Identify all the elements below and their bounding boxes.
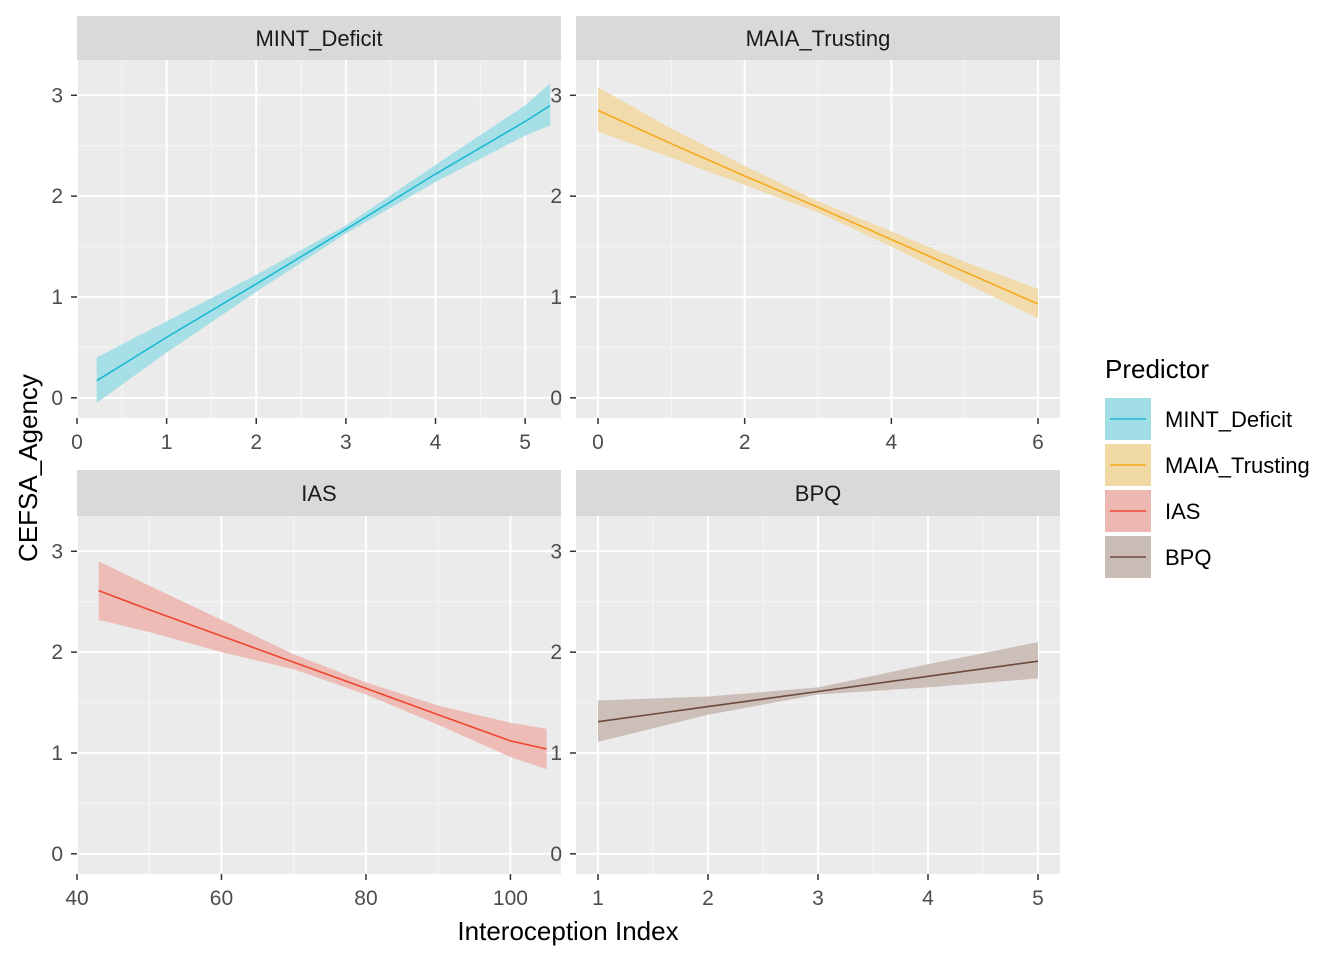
panel-maia-trusting: MAIA_Trusting 0 2 4 6 0 1 2 3 [550, 16, 1060, 454]
legend-item-bpq: BPQ [1105, 536, 1211, 578]
legend-label-maia-trusting: MAIA_Trusting [1165, 453, 1310, 478]
x-tick-label: 0 [71, 431, 83, 454]
legend: Predictor MINT_Deficit MAIA_Trusting IAS BP… [1105, 354, 1310, 578]
x-tick-label: 1 [592, 887, 604, 910]
legend-item-ias: IAS [1105, 490, 1200, 532]
y-tick-label: 0 [51, 387, 63, 410]
x-tick-label: 40 [65, 887, 88, 910]
x-tick-label: 5 [1032, 887, 1044, 910]
panel-ias: IAS 40 60 80 100 0 1 2 3 [51, 470, 561, 910]
y-tick-label: 0 [550, 843, 562, 866]
strip-label-maia-trusting: MAIA_Trusting [746, 26, 891, 51]
x-axis-title: Interoception Index [457, 916, 678, 946]
x-tick-label: 1 [161, 431, 173, 454]
x-tick-label: 5 [519, 431, 531, 454]
series-line-bpq [597, 660, 1039, 723]
y-tick-label: 1 [550, 742, 562, 765]
legend-item-mint-deficit: MINT_Deficit [1105, 398, 1292, 440]
x-tick-label: 100 [493, 887, 528, 910]
x-tick-label: 4 [430, 431, 442, 454]
y-tick-label: 2 [550, 641, 562, 664]
strip-maia-trusting [576, 16, 1060, 60]
y-tick-label: 3 [51, 540, 63, 563]
legend-title: Predictor [1105, 354, 1209, 384]
series-line-maia-trusting [597, 109, 1039, 305]
series-line-ias [98, 589, 547, 750]
y-tick-label: 0 [550, 387, 562, 410]
x-tick-label: 0 [592, 431, 604, 454]
x-tick-label: 4 [922, 887, 934, 910]
x-tick-label: 60 [210, 887, 233, 910]
series-line-mint-deficit [96, 104, 551, 382]
panel-background-ias [77, 516, 561, 874]
legend-item-maia-trusting: MAIA_Trusting [1105, 444, 1310, 486]
strip-mint-deficit [77, 16, 561, 60]
legend-label-bpq: BPQ [1165, 545, 1211, 570]
y-axis-title: CEFSA_Agency [13, 374, 43, 562]
x-tick-label: 3 [340, 431, 352, 454]
y-tick-label: 3 [550, 84, 562, 107]
y-tick-label: 1 [550, 286, 562, 309]
y-tick-label: 2 [550, 185, 562, 208]
legend-label-mint-deficit: MINT_Deficit [1165, 407, 1292, 432]
y-tick-label: 0 [51, 843, 63, 866]
x-tick-label: 6 [1032, 431, 1044, 454]
y-tick-label: 3 [51, 84, 63, 107]
x-tick-label: 4 [885, 431, 897, 454]
x-tick-label: 3 [812, 887, 824, 910]
legend-label-ias: IAS [1165, 499, 1200, 524]
y-tick-label: 2 [51, 185, 63, 208]
strip-bpq [576, 470, 1060, 516]
strip-label-ias: IAS [301, 481, 336, 506]
y-tick-label: 1 [51, 286, 63, 309]
ribbon-maia-trusting [598, 87, 1038, 319]
x-tick-label: 2 [702, 887, 714, 910]
strip-ias [77, 470, 561, 516]
x-tick-label: 2 [739, 431, 751, 454]
x-tick-label: 2 [250, 431, 262, 454]
strip-label-bpq: BPQ [795, 481, 841, 506]
y-tick-label: 1 [51, 742, 63, 765]
legend-keys: MINT_Deficit MAIA_Trusting IAS BPQ [1105, 398, 1310, 578]
y-tick-label: 3 [550, 540, 562, 563]
x-tick-label: 80 [354, 887, 377, 910]
strip-label-mint-deficit: MINT_Deficit [255, 26, 382, 51]
ribbon-ias [98, 561, 547, 770]
y-tick-label: 2 [51, 641, 63, 664]
panel-bpq: BPQ 1 2 3 4 5 0 1 2 3 [550, 470, 1060, 910]
